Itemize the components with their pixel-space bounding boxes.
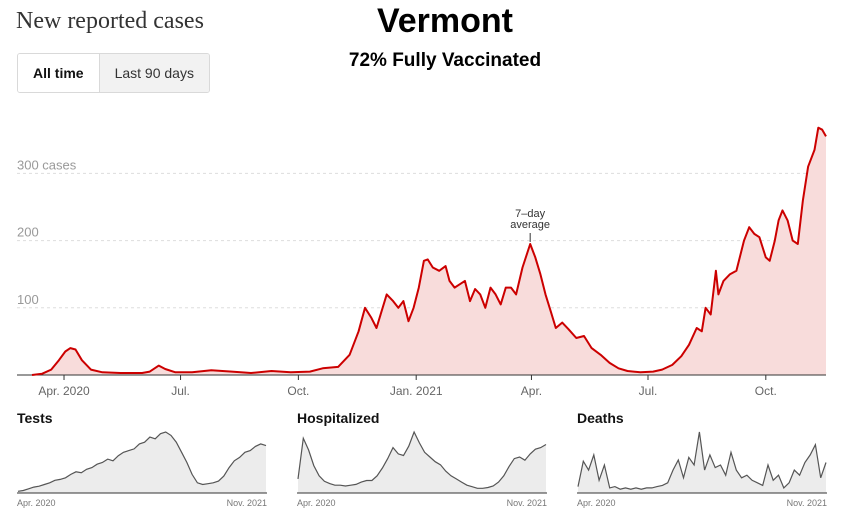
small-line	[577, 431, 827, 490]
small-area	[298, 432, 546, 493]
annotation-label: 7–day	[515, 208, 545, 220]
x-tick-label: Oct.	[755, 384, 777, 398]
y-tick-label: 100	[17, 292, 39, 307]
deaths-chart: Apr. 2020 Nov. 2021	[577, 431, 827, 508]
y-tick-label: 200	[17, 225, 39, 240]
state-title: Vermont	[376, 2, 514, 40]
time-range-toggle: All time Last 90 days	[17, 53, 210, 93]
x-tick-label: Jan. 2021	[390, 384, 443, 398]
small-line	[297, 430, 547, 489]
annotation-label: average	[510, 219, 550, 231]
cases-area	[32, 127, 826, 375]
small-x-tick-label: Apr. 2020	[17, 498, 56, 508]
all-time-button[interactable]: All time	[18, 54, 99, 92]
x-tick-label: Jul.	[171, 384, 190, 398]
small-x-tick-label: Nov. 2021	[227, 498, 267, 508]
hospitalized-title: Hospitalized	[297, 410, 380, 426]
small-area	[18, 432, 266, 493]
page-title: New reported cases	[16, 8, 204, 34]
cases-chart: 100 200 300 cases Apr. 2020 Jul. Oct. Jan. 202…	[17, 126, 827, 398]
deaths-title: Deaths	[577, 410, 624, 426]
x-tick-label: Jul.	[639, 384, 658, 398]
x-tick-label: Apr. 2020	[38, 384, 90, 398]
small-area	[578, 432, 826, 493]
small-line	[17, 431, 267, 492]
tests-title: Tests	[17, 410, 53, 426]
tests-chart: Apr. 2020 Nov. 2021	[17, 431, 267, 508]
vaccination-rate: 72% Fully Vaccinated	[348, 50, 542, 71]
y-tick-label: 300 cases	[17, 157, 77, 172]
hospitalized-chart: Apr. 2020 Nov. 2021	[297, 430, 547, 508]
small-x-tick-label: Apr. 2020	[297, 498, 336, 508]
x-tick-label: Apr.	[521, 384, 542, 398]
cases-line	[31, 126, 827, 376]
small-x-tick-label: Nov. 2021	[787, 498, 827, 508]
x-tick-label: Oct.	[287, 384, 309, 398]
small-x-tick-label: Apr. 2020	[577, 498, 616, 508]
small-x-tick-label: Nov. 2021	[507, 498, 547, 508]
last-90-days-button[interactable]: Last 90 days	[98, 54, 209, 92]
